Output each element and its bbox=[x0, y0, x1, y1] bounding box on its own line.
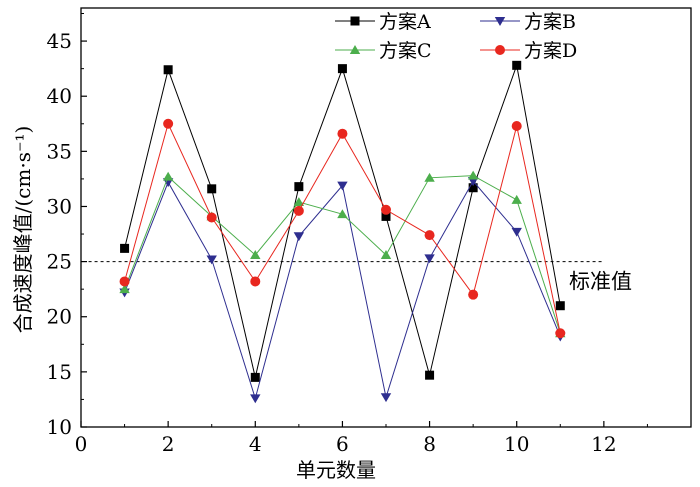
legend-item: 方案A bbox=[335, 11, 431, 33]
data-point bbox=[206, 212, 217, 223]
data-point bbox=[337, 209, 348, 219]
data-point bbox=[511, 120, 522, 131]
legend-marker bbox=[495, 45, 505, 55]
data-point bbox=[294, 182, 304, 192]
data-point bbox=[293, 197, 305, 207]
data-point bbox=[424, 172, 435, 182]
legend: 方案A 方案B 方案C 方案D bbox=[335, 11, 577, 62]
y-tick-label: 10 bbox=[47, 415, 72, 439]
data-point bbox=[163, 118, 174, 129]
legend-item: 方案D bbox=[480, 40, 577, 62]
x-axis-title: 单元数量 bbox=[296, 458, 376, 482]
legend-item: 方案C bbox=[335, 40, 432, 62]
legend-label: 方案C bbox=[379, 40, 432, 62]
y-tick-label: 40 bbox=[47, 84, 72, 108]
data-point bbox=[119, 276, 130, 287]
y-tick-label: 15 bbox=[47, 360, 72, 384]
data-point bbox=[512, 60, 522, 70]
series-line bbox=[124, 175, 561, 334]
data-point bbox=[425, 370, 435, 380]
series-4 bbox=[119, 118, 566, 339]
data-point bbox=[380, 250, 392, 259]
x-tick-label: 4 bbox=[249, 432, 262, 456]
legend-marker bbox=[494, 17, 506, 26]
x-tick-label: 10 bbox=[504, 432, 529, 456]
data-point bbox=[119, 284, 130, 294]
y-tick-label: 20 bbox=[47, 305, 72, 329]
data-point bbox=[380, 393, 392, 403]
legend-item: 方案B bbox=[480, 11, 576, 33]
data-point bbox=[511, 194, 522, 204]
data-point bbox=[467, 170, 479, 180]
data-point bbox=[337, 181, 348, 191]
data-point bbox=[337, 128, 348, 139]
data-point bbox=[250, 372, 260, 382]
data-point bbox=[424, 254, 435, 264]
data-point bbox=[381, 211, 391, 221]
legend-label: 方案B bbox=[524, 11, 576, 33]
reference-line-label: 标准值 bbox=[569, 270, 632, 294]
data-point bbox=[337, 64, 347, 74]
y-tick-label: 30 bbox=[47, 194, 72, 218]
x-tick-label: 0 bbox=[75, 432, 88, 456]
data-point bbox=[555, 328, 566, 339]
data-point bbox=[206, 255, 217, 265]
series-layer bbox=[119, 60, 566, 404]
data-point bbox=[293, 232, 305, 242]
series-line bbox=[124, 122, 561, 334]
legend-marker bbox=[350, 16, 360, 26]
y-tick-label: 25 bbox=[47, 250, 72, 274]
data-point bbox=[555, 301, 565, 311]
x-tick-label: 12 bbox=[591, 432, 616, 456]
y-tick-label: 35 bbox=[47, 139, 72, 163]
data-point bbox=[424, 230, 435, 241]
data-point bbox=[162, 171, 174, 181]
x-tick-label: 6 bbox=[336, 432, 349, 456]
data-point bbox=[381, 204, 391, 215]
series-1 bbox=[120, 60, 565, 382]
data-point bbox=[250, 250, 261, 259]
legend-label: 方案D bbox=[524, 40, 577, 62]
x-tick-label: 8 bbox=[423, 432, 436, 456]
data-point bbox=[120, 243, 130, 253]
series-3 bbox=[119, 170, 566, 338]
data-point bbox=[163, 65, 173, 75]
data-point bbox=[511, 227, 522, 237]
x-tick-label: 2 bbox=[162, 432, 175, 456]
y-axis-title: 合成速度峰值/(cm·s⁻¹) bbox=[11, 126, 35, 334]
legend-marker bbox=[349, 45, 361, 54]
data-point bbox=[207, 184, 217, 194]
data-point bbox=[468, 183, 478, 193]
data-point bbox=[293, 205, 304, 216]
y-tick-label: 45 bbox=[47, 29, 72, 53]
data-point bbox=[250, 394, 261, 404]
data-point bbox=[250, 276, 261, 287]
data-point bbox=[468, 289, 479, 300]
axis-ticks: 0 2 4 6 8 10 12 10 15 20 25 30 35 40 45 bbox=[47, 13, 648, 456]
legend-label: 方案A bbox=[379, 11, 431, 33]
